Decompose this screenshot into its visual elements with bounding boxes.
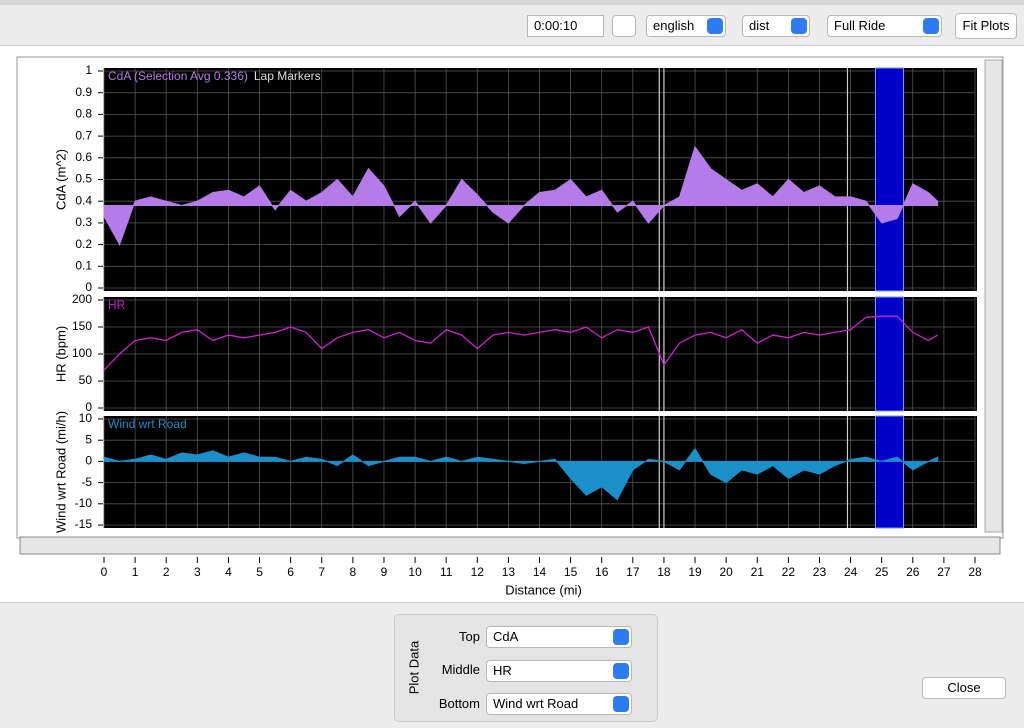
x-tick-label: 23 [813, 565, 827, 579]
x-tick-label: 19 [688, 565, 702, 579]
y-tick-label: 0.8 [75, 107, 92, 121]
fit-plots-button[interactable]: Fit Plots [955, 13, 1017, 39]
selection [874, 296, 904, 412]
line [103, 315, 939, 371]
v-scrollbar[interactable] [984, 59, 1003, 533]
x-tick-label: 16 [595, 565, 609, 579]
y-axis-label: HR (bpm) [53, 326, 68, 382]
x-tick-label: 14 [533, 565, 547, 579]
y-tick-label: 50 [79, 373, 93, 387]
y-tick-label: 0.3 [75, 215, 92, 229]
x-tick-label: 21 [751, 565, 765, 579]
y-tick-label: 100 [72, 346, 92, 360]
y-tick-label: 0.4 [75, 193, 92, 207]
y-tick-label: 0 [85, 454, 92, 468]
x-tick-label: 2 [163, 565, 170, 579]
bottom-select[interactable]: Wind wrt Road [486, 693, 632, 715]
x-tick-label: 22 [782, 565, 796, 579]
title-bar [0, 0, 1024, 5]
y-axis-label: Wind wrt Road (mi/h) [53, 411, 68, 533]
y-tick-label: -15 [75, 517, 93, 531]
x-tick-label: 17 [626, 565, 640, 579]
area [103, 145, 939, 246]
selection [874, 415, 904, 529]
units-select[interactable]: english [646, 15, 726, 37]
x-tick-label: 1 [132, 565, 139, 579]
selection [874, 67, 904, 292]
plot-area [104, 416, 977, 528]
time-stepper[interactable] [612, 15, 636, 37]
x-tick-label: 8 [350, 565, 357, 579]
axis-select[interactable]: dist [742, 15, 810, 37]
top-select[interactable]: CdA [486, 626, 632, 648]
chart-title: CdA (Selection Avg 0.336) [108, 69, 248, 83]
y-tick-label: 0.7 [75, 128, 92, 142]
x-tick-label: 26 [906, 565, 920, 579]
y-axis-label: CdA (m^2) [53, 149, 68, 210]
y-tick-label: 0.1 [75, 258, 92, 272]
x-tick-label: 27 [937, 565, 951, 579]
middle-label: Middle [441, 662, 480, 677]
chart-title: HR [108, 298, 126, 312]
y-tick-label: 200 [72, 292, 92, 306]
close-button[interactable]: Close [922, 677, 1006, 699]
y-tick-label: 10 [79, 411, 93, 425]
y-tick-label: 0.5 [75, 172, 92, 186]
y-tick-label: 0.9 [75, 85, 92, 99]
x-tick-label: 5 [256, 565, 263, 579]
charts: 0 0.1 0.2 0.3 0.4 0.5 0.6 0.7 0.8 0.9 1 CdA (Select… [16, 56, 1004, 597]
annotation: Lap Markers [254, 69, 321, 83]
x-tick-label: 18 [657, 565, 671, 579]
x-tick-label: 28 [968, 565, 982, 579]
y-tick-label: 1 [85, 63, 92, 77]
x-axis-label: Distance (mi) [505, 582, 582, 597]
x-tick-label: 0 [101, 565, 108, 579]
x-tick-label: 11 [440, 565, 453, 579]
x-tick-label: 20 [719, 565, 733, 579]
x-tick-label: 6 [287, 565, 294, 579]
x-tick-label: 9 [381, 565, 388, 579]
top-label: Top [459, 629, 480, 644]
y-tick-label: 5 [85, 432, 92, 446]
x-tick-label: 3 [194, 565, 201, 579]
range-select[interactable]: Full Ride [827, 15, 942, 37]
x-tick-label: 12 [471, 565, 485, 579]
x-tick-label: 24 [844, 565, 858, 579]
y-tick-label: 0 [85, 280, 92, 294]
chart-title: Wind wrt Road [108, 417, 187, 431]
h-scrollbar[interactable] [19, 536, 1001, 555]
time-field[interactable]: 0:00:10 [527, 15, 604, 37]
x-tick-label: 4 [225, 565, 232, 579]
y-tick-label: 0.2 [75, 237, 92, 251]
x-tick-label: 10 [408, 565, 422, 579]
bottom-label: Bottom [438, 696, 480, 711]
x-tick-label: 15 [564, 565, 578, 579]
x-tick-label: 13 [502, 565, 516, 579]
area [103, 447, 939, 501]
y-tick-label: -10 [75, 496, 93, 510]
y-tick-label: 150 [72, 319, 92, 333]
y-tick-label: 0.6 [75, 150, 92, 164]
x-tick-label: 25 [875, 565, 889, 579]
x-tick-label: 7 [318, 565, 325, 579]
y-tick-label: 0 [85, 400, 92, 414]
y-tick-label: -5 [81, 475, 92, 489]
middle-select[interactable]: HR [486, 660, 632, 682]
